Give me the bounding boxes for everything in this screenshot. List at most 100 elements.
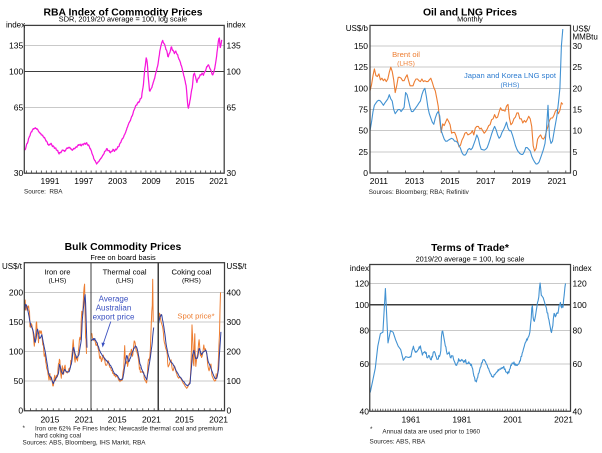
svg-text:25: 25 <box>359 147 369 157</box>
svg-text:MMBtu: MMBtu <box>573 33 598 42</box>
svg-text:Iron ore: Iron ore <box>44 268 70 277</box>
svg-text:40: 40 <box>360 406 370 416</box>
svg-text:300: 300 <box>227 317 241 327</box>
svg-text:Sources: ABS, RBA: Sources: ABS, RBA <box>370 439 426 446</box>
svg-text:SDR, 2019/20 average = 100, lo: SDR, 2019/20 average = 100, log scale <box>59 15 187 24</box>
svg-text:RBA Index of Commodity Prices: RBA Index of Commodity Prices <box>44 7 203 18</box>
svg-text:150: 150 <box>9 317 23 327</box>
svg-text:100: 100 <box>9 347 23 357</box>
svg-text:US$/b: US$/b <box>346 24 369 33</box>
svg-text:100: 100 <box>355 300 369 310</box>
svg-text:(LHS): (LHS) <box>397 61 415 68</box>
svg-text:100: 100 <box>227 376 241 386</box>
svg-text:2015: 2015 <box>175 415 194 425</box>
svg-text:Sources: Bloomberg; RBA; Refin: Sources: Bloomberg; RBA; Refinitiv <box>369 189 470 196</box>
svg-text:export price: export price <box>93 313 135 322</box>
svg-text:Average: Average <box>99 295 129 304</box>
svg-text:US$/t: US$/t <box>227 262 248 271</box>
svg-text:Monthly: Monthly <box>457 15 483 24</box>
svg-text:125: 125 <box>354 62 368 72</box>
svg-text:135: 135 <box>227 40 241 50</box>
svg-text:60: 60 <box>360 359 370 369</box>
svg-text:Australian: Australian <box>96 304 132 313</box>
svg-text:150: 150 <box>354 41 368 51</box>
svg-text:Sources: ABS, Bloomberg, IHS M: Sources: ABS, Bloomberg, IHS Markit, RBA <box>23 440 147 447</box>
svg-text:10: 10 <box>573 126 583 136</box>
svg-text:1981: 1981 <box>452 415 471 425</box>
svg-text:Iron ore 62% Fe Fines Index; N: Iron ore 62% Fe Fines Index; Newcastle t… <box>35 426 223 433</box>
svg-text:2021: 2021 <box>75 415 94 425</box>
svg-text:Japan and Korea LNG spot: Japan and Korea LNG spot <box>464 71 557 80</box>
svg-text:US$/: US$/ <box>573 25 592 34</box>
svg-text:65: 65 <box>14 103 24 113</box>
svg-text:2003: 2003 <box>108 176 127 186</box>
svg-text:1991: 1991 <box>41 176 60 186</box>
svg-text:40: 40 <box>573 406 583 416</box>
svg-text:50: 50 <box>14 376 24 386</box>
svg-text:index: index <box>350 264 369 273</box>
svg-text:index: index <box>6 21 25 30</box>
svg-text:200: 200 <box>227 347 241 357</box>
svg-text:Free on board basis: Free on board basis <box>90 253 156 262</box>
svg-text:2015: 2015 <box>108 415 127 425</box>
svg-text:25: 25 <box>573 62 583 72</box>
svg-text:0: 0 <box>573 168 578 178</box>
svg-text:100: 100 <box>354 83 368 93</box>
svg-text:0: 0 <box>227 406 232 416</box>
svg-text:2013: 2013 <box>405 176 424 186</box>
svg-text:65: 65 <box>227 103 237 113</box>
svg-text:Source: RBA: Source: RBA <box>24 189 63 196</box>
svg-text:2021: 2021 <box>548 176 567 186</box>
svg-text:400: 400 <box>227 287 241 297</box>
svg-text:2021: 2021 <box>209 415 228 425</box>
svg-text:(LHS): (LHS) <box>49 278 67 285</box>
svg-text:2021: 2021 <box>142 415 161 425</box>
svg-text:Brent oil: Brent oil <box>392 50 420 59</box>
svg-text:Coking coal: Coking coal <box>172 268 212 277</box>
svg-text:2019/20 average = 100, log sca: 2019/20 average = 100, log scale <box>416 255 525 264</box>
svg-text:Annual data are used prior to: Annual data are used prior to 1960 <box>382 429 480 436</box>
svg-text:Spot price*: Spot price* <box>177 312 214 321</box>
svg-text:120: 120 <box>355 279 369 289</box>
svg-text:2001: 2001 <box>503 415 522 425</box>
svg-text:30: 30 <box>227 168 237 178</box>
svg-text:1997: 1997 <box>74 176 93 186</box>
svg-text:60: 60 <box>573 359 583 369</box>
svg-text:50: 50 <box>359 126 369 136</box>
svg-text:2015: 2015 <box>176 176 195 186</box>
svg-text:120: 120 <box>573 279 587 289</box>
svg-text:*: * <box>23 425 26 432</box>
svg-text:20: 20 <box>573 83 583 93</box>
svg-text:2021: 2021 <box>209 176 228 186</box>
svg-text:Thermal coal: Thermal coal <box>103 268 147 277</box>
svg-text:30: 30 <box>14 168 24 178</box>
svg-text:80: 80 <box>360 326 370 336</box>
svg-text:80: 80 <box>573 326 583 336</box>
svg-text:0: 0 <box>18 406 23 416</box>
svg-text:index: index <box>573 264 592 273</box>
svg-text:Oil and LNG Prices: Oil and LNG Prices <box>423 7 517 18</box>
svg-text:US$/t: US$/t <box>2 262 23 271</box>
svg-text:2017: 2017 <box>476 176 495 186</box>
svg-text:Terms of Trade*: Terms of Trade* <box>431 243 510 254</box>
svg-text:2015: 2015 <box>40 415 59 425</box>
svg-text:100: 100 <box>9 67 23 77</box>
svg-text:135: 135 <box>9 40 23 50</box>
svg-text:2019: 2019 <box>512 176 531 186</box>
svg-text:200: 200 <box>9 287 23 297</box>
svg-text:100: 100 <box>227 67 241 77</box>
svg-text:2011: 2011 <box>370 176 389 186</box>
svg-text:2009: 2009 <box>142 176 161 186</box>
svg-text:15: 15 <box>573 105 583 115</box>
svg-text:75: 75 <box>359 105 369 115</box>
svg-text:(RHS): (RHS) <box>501 82 520 89</box>
svg-text:1961: 1961 <box>401 415 420 425</box>
svg-text:*: * <box>370 426 373 433</box>
svg-text:30: 30 <box>573 41 583 51</box>
svg-text:(RHS): (RHS) <box>182 278 201 285</box>
svg-text:2015: 2015 <box>441 176 460 186</box>
svg-text:Bulk Commodity Prices: Bulk Commodity Prices <box>65 242 182 253</box>
svg-text:2021: 2021 <box>554 415 573 425</box>
svg-text:5: 5 <box>573 147 578 157</box>
svg-text:index: index <box>227 21 246 30</box>
